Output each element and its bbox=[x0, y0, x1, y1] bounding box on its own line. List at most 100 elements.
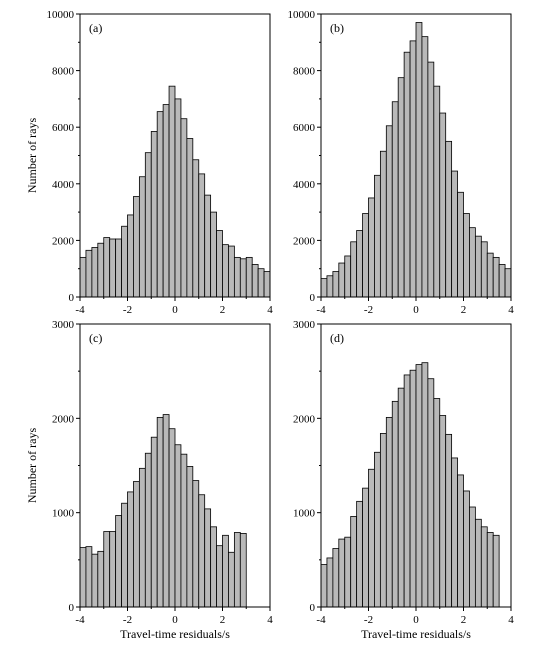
bar-d-18 bbox=[427, 378, 435, 608]
x-tick-label-d-0: -4 bbox=[316, 614, 326, 626]
bar-d-2 bbox=[332, 548, 340, 608]
x-tick-label-b-3: 2 bbox=[461, 304, 467, 316]
bar-b-29 bbox=[492, 256, 500, 298]
bar-c-2 bbox=[91, 553, 99, 608]
bar-b-18 bbox=[427, 61, 435, 298]
bar-b-21 bbox=[445, 140, 453, 298]
bar-a-11 bbox=[144, 152, 152, 298]
bar-c-27 bbox=[239, 533, 247, 608]
bar-c-18 bbox=[186, 466, 194, 608]
bar-d-10 bbox=[379, 433, 387, 608]
x-tick-label-d-1: -2 bbox=[364, 614, 373, 626]
panel-c: -4 -2 0 2 4 0 1000 2000 3000 (c) Number of rays Tra… bbox=[25, 319, 273, 641]
bar-c-7 bbox=[121, 502, 128, 608]
x-tick-label-b-1: -2 bbox=[364, 304, 373, 316]
bar-a-24 bbox=[222, 244, 229, 298]
y-tick-label-d-1: 1000 bbox=[293, 508, 316, 520]
y-tick-label-b-0: 0 bbox=[310, 292, 316, 304]
bar-b-28 bbox=[486, 252, 494, 298]
bar-a-21 bbox=[204, 194, 212, 298]
y-tick-label-a-5: 10000 bbox=[47, 9, 75, 21]
y-tick-label-d-2: 2000 bbox=[293, 413, 316, 425]
bar-a-30 bbox=[257, 268, 265, 298]
bar-a-22 bbox=[210, 211, 217, 298]
bar-d-25 bbox=[469, 506, 476, 608]
bar-c-13 bbox=[156, 416, 164, 608]
panel-a: -4 -2 0 2 4 0 2000 4000 6000 8000 10000 (a) Number o… bbox=[25, 9, 273, 316]
y-tick-label-a-3: 6000 bbox=[52, 122, 75, 134]
bar-b-10 bbox=[379, 150, 387, 298]
bar-d-1 bbox=[326, 557, 334, 608]
bar-a-12 bbox=[150, 131, 158, 298]
panel-d: -4 -2 0 2 4 0 1000 2000 3000 (d) Travel-time resid… bbox=[293, 319, 514, 641]
bar-a-5 bbox=[109, 238, 117, 298]
x-tick-label-d-4: 4 bbox=[508, 614, 514, 626]
bar-b-9 bbox=[374, 174, 381, 298]
bar-c-24 bbox=[222, 534, 229, 608]
bar-d-20 bbox=[439, 415, 447, 608]
bar-c-20 bbox=[198, 494, 206, 608]
bar-a-13 bbox=[156, 111, 164, 298]
bar-b-19 bbox=[433, 85, 441, 298]
bar-c-14 bbox=[162, 414, 170, 608]
x-tick-label-a-0: -4 bbox=[75, 304, 85, 316]
bar-c-11 bbox=[144, 452, 152, 608]
bar-b-24 bbox=[463, 213, 470, 298]
bar-d-28 bbox=[486, 532, 494, 608]
y-tick-label-a-2: 4000 bbox=[52, 179, 75, 191]
bar-d-29 bbox=[492, 534, 500, 608]
x-tick-label-d-2: 0 bbox=[413, 614, 419, 626]
bar-a-20 bbox=[198, 173, 206, 298]
bar-b-22 bbox=[451, 170, 458, 298]
bar-d-16 bbox=[415, 364, 423, 608]
bar-c-15 bbox=[168, 428, 176, 608]
x-tick-label-b-2: 0 bbox=[413, 304, 419, 316]
bar-c-10 bbox=[138, 467, 146, 608]
bar-d-23 bbox=[457, 474, 464, 608]
bar-d-22 bbox=[451, 457, 458, 608]
bar-c-5 bbox=[109, 531, 117, 608]
bar-b-15 bbox=[409, 40, 417, 298]
y-tick-label-d-0: 0 bbox=[310, 602, 316, 614]
bar-a-2 bbox=[91, 247, 99, 298]
bar-d-11 bbox=[385, 416, 393, 608]
bar-a-17 bbox=[180, 118, 188, 298]
x-tick-label-a-3: 2 bbox=[220, 304, 226, 316]
bar-c-9 bbox=[133, 481, 140, 608]
y-tick-label-c-0: 0 bbox=[69, 602, 75, 614]
bar-d-19 bbox=[433, 398, 441, 608]
bar-c-1 bbox=[85, 546, 93, 608]
panel-label-d: (d) bbox=[330, 331, 344, 345]
bar-b-14 bbox=[403, 51, 411, 298]
bar-d-13 bbox=[397, 387, 405, 608]
bar-b-5 bbox=[350, 241, 358, 298]
y-axis-label-a: Number of rays bbox=[25, 118, 39, 194]
bar-b-16 bbox=[415, 22, 423, 298]
bar-c-22 bbox=[210, 526, 217, 608]
y-tick-label-b-2: 4000 bbox=[293, 179, 316, 191]
bar-b-11 bbox=[385, 125, 393, 298]
bar-b-20 bbox=[439, 112, 447, 298]
bar-a-0 bbox=[79, 256, 87, 298]
bar-c-12 bbox=[150, 436, 158, 608]
panel-label-b: (b) bbox=[330, 21, 344, 35]
x-axis-label-d: Travel-time residuals/s bbox=[361, 627, 471, 641]
y-tick-label-b-4: 8000 bbox=[293, 66, 316, 78]
x-tick-label-c-1: -2 bbox=[123, 614, 132, 626]
bar-b-25 bbox=[469, 227, 476, 298]
y-tick-label-b-1: 2000 bbox=[293, 235, 316, 247]
bar-a-29 bbox=[251, 264, 259, 298]
bar-c-16 bbox=[174, 444, 182, 608]
bar-d-5 bbox=[350, 516, 358, 608]
bar-d-15 bbox=[409, 369, 417, 608]
bar-a-23 bbox=[216, 230, 223, 298]
bar-b-31 bbox=[504, 268, 512, 298]
x-tick-label-b-0: -4 bbox=[316, 304, 326, 316]
bar-a-14 bbox=[162, 104, 170, 298]
bar-d-9 bbox=[374, 451, 381, 608]
bar-c-6 bbox=[115, 515, 122, 608]
x-tick-label-c-0: -4 bbox=[75, 614, 85, 626]
y-tick-label-b-3: 6000 bbox=[293, 122, 316, 134]
bar-a-27 bbox=[239, 258, 247, 298]
